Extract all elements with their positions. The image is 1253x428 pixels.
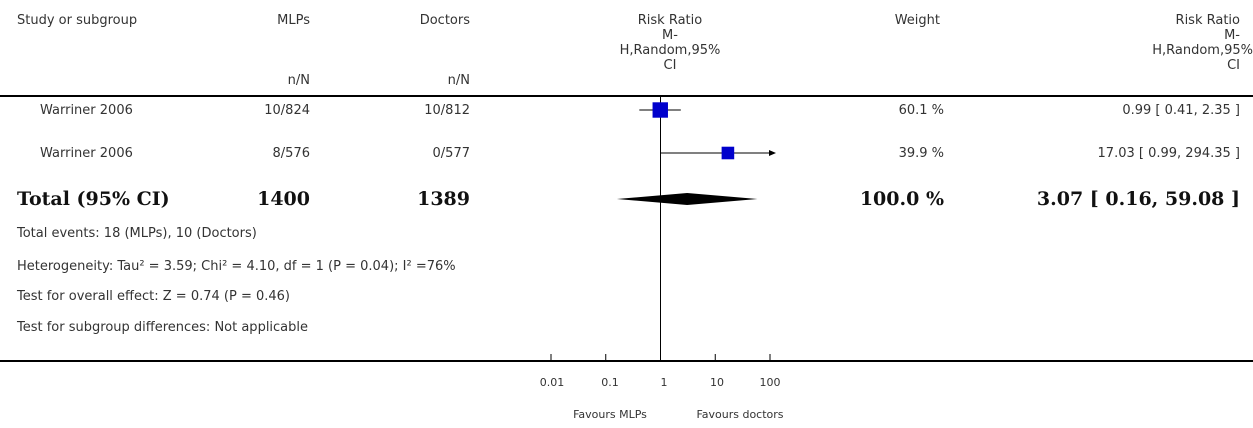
- header-n-label2: n/N: [447, 73, 470, 88]
- tick-label-1: 0.1: [601, 376, 619, 389]
- row1-weight: 60.1 %: [898, 103, 944, 118]
- header-effect-line2: M-: [662, 28, 678, 43]
- favours-right: Favours doctors: [696, 408, 784, 421]
- header-group2: Doctors: [419, 13, 470, 28]
- row1-group1: 10/824: [264, 103, 310, 118]
- row2-group2: 0/577: [432, 146, 470, 161]
- total-group2: 1389: [417, 188, 470, 210]
- header-rule: [0, 95, 1253, 97]
- note-subgroup: Test for subgroup differences: Not appli…: [17, 320, 309, 335]
- row1-ci: 0.99 [ 0.41, 2.35 ]: [1122, 103, 1240, 118]
- note-heterogeneity: Heterogeneity: Tau² = 3.59; Chi² = 4.10,…: [17, 259, 456, 274]
- header-group1: MLPs: [277, 13, 310, 28]
- tick-label-2: 1: [660, 376, 668, 389]
- row2-group1: 8/576: [272, 146, 310, 161]
- study-marker-1: [652, 102, 668, 118]
- note-events: Total events: 18 (MLPs), 10 (Doctors): [17, 226, 257, 241]
- header-n-label1: n/N: [287, 73, 310, 88]
- total-label: Total (95% CI): [17, 188, 170, 210]
- study-marker-2: [721, 146, 735, 160]
- tick-label-4: 100: [759, 376, 781, 389]
- header-rr-line1: Risk Ratio: [1175, 13, 1240, 28]
- note-overall: Test for overall effect: Z = 0.74 (P = 0…: [17, 289, 290, 304]
- row2-weight: 39.9 %: [898, 146, 944, 161]
- row1-study: Warriner 2006: [40, 103, 133, 118]
- row1-group2: 10/812: [424, 103, 470, 118]
- header-rr-line2: M-: [1224, 28, 1240, 43]
- row2-study: Warriner 2006: [40, 146, 133, 161]
- total-group1: 1400: [257, 188, 310, 210]
- ci-arrow-2: [769, 150, 776, 156]
- header-rr-line3: H,Random,95%: [1152, 43, 1253, 58]
- total-ci: 3.07 [ 0.16, 59.08 ]: [1036, 188, 1240, 210]
- header-weight: Weight: [894, 13, 940, 28]
- footer-rule: [0, 360, 1253, 362]
- row2-ci: 17.03 [ 0.99, 294.35 ]: [1097, 146, 1240, 161]
- pooled-diamond: [616, 193, 758, 205]
- header-effect-line4: CI: [663, 58, 677, 73]
- header-effect-line3: H,Random,95%: [619, 43, 721, 58]
- favours-left: Favours MLPs: [573, 408, 647, 421]
- tick-label-3: 10: [710, 376, 724, 389]
- tick-label-0: 0.01: [539, 376, 565, 389]
- header-effect-line1: Risk Ratio: [637, 13, 703, 28]
- header-rr-line4: CI: [1227, 58, 1240, 73]
- header-study: Study or subgroup: [17, 13, 138, 28]
- total-weight: 100.0 %: [859, 188, 944, 210]
